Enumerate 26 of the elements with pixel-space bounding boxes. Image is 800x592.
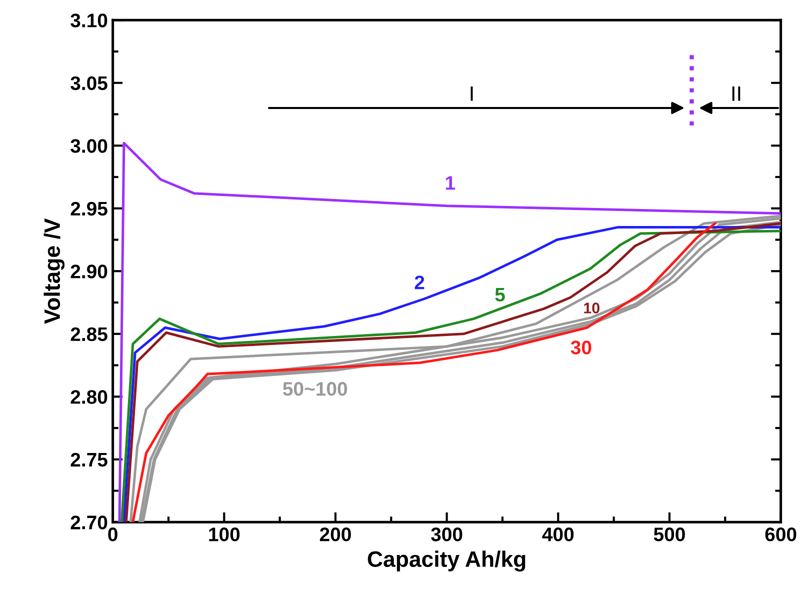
x-tick-label: 300 bbox=[431, 528, 462, 542]
x-tick-label: 200 bbox=[320, 528, 351, 542]
x-tick-label: 0 bbox=[108, 528, 118, 542]
y-tick-label: 3.10 bbox=[70, 14, 108, 28]
series-label: 10 bbox=[584, 302, 600, 314]
x-tick-label: 100 bbox=[209, 528, 240, 542]
x-tick-label: 600 bbox=[765, 528, 796, 542]
y-tick-label: 2.70 bbox=[70, 516, 108, 530]
y-tick-label: 3.00 bbox=[70, 139, 108, 153]
y-tick-label: 3.05 bbox=[70, 76, 108, 90]
x-tick-label: 500 bbox=[654, 528, 685, 542]
y-tick-label: 2.85 bbox=[70, 327, 108, 342]
y-tick-label: 2.75 bbox=[70, 452, 108, 467]
series-label: 5 bbox=[495, 288, 505, 302]
annotation: I bbox=[470, 86, 473, 101]
x-axis-title: Capacity Ah/kg bbox=[368, 550, 526, 572]
series-label: 1 bbox=[446, 176, 456, 190]
series-label: 30 bbox=[570, 340, 592, 354]
y-tick-label: 2.90 bbox=[70, 264, 108, 278]
y-tick-label: 2.95 bbox=[70, 202, 108, 216]
y-tick-label: 2.80 bbox=[70, 390, 108, 404]
series-label: 2 bbox=[414, 276, 424, 290]
x-tick-label: 400 bbox=[542, 528, 574, 542]
annotation: II bbox=[732, 86, 740, 101]
series-label: 50~100 bbox=[282, 382, 348, 396]
y-axis-title: Voltage /V bbox=[44, 218, 65, 324]
